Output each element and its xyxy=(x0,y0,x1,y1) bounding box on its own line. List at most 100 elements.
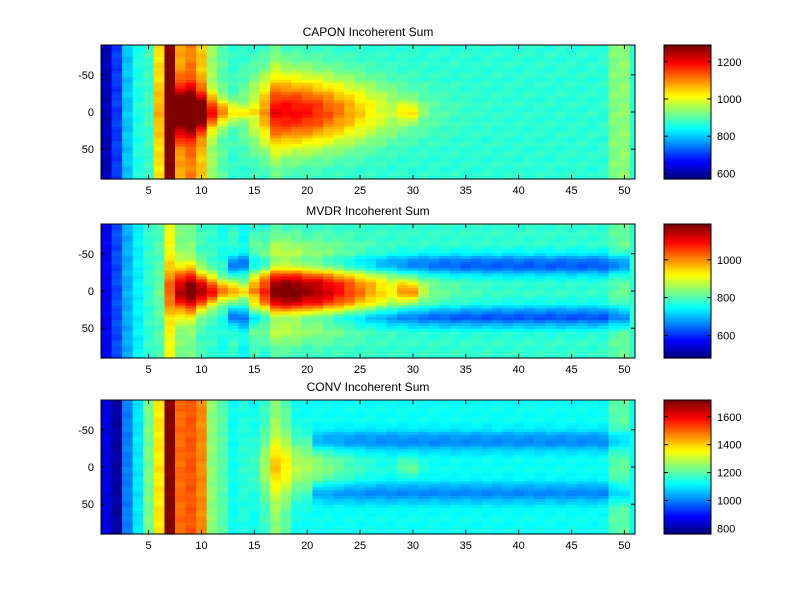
heatmap-cell xyxy=(175,323,187,327)
heatmap-cell xyxy=(523,173,536,177)
heatmap-cell xyxy=(597,100,610,104)
heatmap-cell xyxy=(492,161,504,166)
heatmap-cell xyxy=(101,493,113,497)
heatmap-cell xyxy=(238,264,250,269)
heatmap-cell xyxy=(365,267,377,272)
heatmap-cell xyxy=(217,247,229,251)
heatmap-cell xyxy=(259,47,271,52)
heatmap-cell xyxy=(576,244,589,248)
heatmap-cell xyxy=(566,261,578,266)
heatmap-cell xyxy=(608,343,620,347)
heatmap-cell xyxy=(259,120,271,125)
heatmap-cell xyxy=(227,238,240,243)
heatmap-cell xyxy=(597,288,610,292)
heatmap-cell xyxy=(439,91,451,96)
heatmap-cell xyxy=(566,299,578,304)
heatmap-cell xyxy=(576,232,589,237)
heatmap-cell xyxy=(301,285,314,289)
heatmap-cell xyxy=(555,62,567,66)
heatmap-cell xyxy=(439,138,451,142)
heatmap-cell xyxy=(238,144,250,148)
heatmap-cell xyxy=(291,288,303,292)
heatmap-cell xyxy=(566,129,578,133)
colorbar-swatch xyxy=(664,274,711,277)
heatmap-cell xyxy=(608,53,620,58)
heatmap-cell xyxy=(545,282,557,286)
heatmap-cell xyxy=(101,270,113,275)
heatmap-cell xyxy=(619,325,631,330)
heatmap-cell xyxy=(555,112,567,116)
heatmap-cell xyxy=(196,314,208,318)
heatmap-cell xyxy=(397,149,409,154)
heatmap-cell xyxy=(175,120,187,125)
heatmap-cell xyxy=(555,71,567,75)
heatmap-cell xyxy=(333,85,345,90)
heatmap-cell xyxy=(555,109,567,113)
heatmap-cell xyxy=(566,53,578,58)
heatmap-cell xyxy=(418,71,430,75)
heatmap-cell xyxy=(407,59,419,64)
heatmap-cell xyxy=(270,273,282,278)
heatmap-cell xyxy=(206,250,218,254)
heatmap-cell xyxy=(386,149,398,154)
heatmap-cell xyxy=(238,282,250,286)
heatmap-cell xyxy=(481,138,493,142)
heatmap-cell xyxy=(185,241,197,245)
heatmap-cell xyxy=(344,291,356,295)
heatmap-cell xyxy=(301,314,314,318)
heatmap-cell xyxy=(619,340,631,345)
heatmap-cell xyxy=(523,59,536,64)
heatmap-cell xyxy=(492,258,504,263)
heatmap-cell xyxy=(249,152,261,157)
heatmap-cell xyxy=(439,161,451,166)
heatmap-cell xyxy=(492,77,504,81)
heatmap-cell xyxy=(164,305,176,310)
heatmap-cell xyxy=(619,47,631,52)
heatmap-cell xyxy=(333,224,345,228)
heatmap-cell xyxy=(608,325,620,330)
heatmap-cell xyxy=(449,50,462,55)
heatmap-cell xyxy=(249,241,261,245)
heatmap-cell xyxy=(122,461,134,465)
heatmap-cell xyxy=(597,340,610,345)
heatmap-cell xyxy=(312,164,324,168)
heatmap-cell xyxy=(608,100,620,104)
heatmap-cell xyxy=(545,352,557,356)
heatmap-cell xyxy=(587,264,599,269)
heatmap-cell xyxy=(111,264,123,269)
heatmap-cell xyxy=(101,525,113,529)
heatmap-cell xyxy=(545,235,557,240)
heatmap-cell xyxy=(545,302,557,307)
heatmap-cell xyxy=(291,276,303,280)
heatmap-cell xyxy=(122,247,134,251)
heatmap-cell xyxy=(101,264,113,269)
heatmap-cell xyxy=(449,112,462,116)
heatmap-cell xyxy=(249,91,261,96)
heatmap-cell xyxy=(576,235,589,240)
heatmap-cell xyxy=(608,91,620,96)
heatmap-cell xyxy=(566,91,578,96)
heatmap-cell xyxy=(270,106,282,110)
heatmap-cell xyxy=(217,334,229,339)
colorbar-swatch xyxy=(664,172,711,176)
heatmap-cell xyxy=(175,59,187,64)
heatmap-cell xyxy=(545,256,557,260)
heatmap-cell xyxy=(608,320,620,324)
heatmap-cell xyxy=(407,308,419,312)
heatmap-cell xyxy=(175,311,187,315)
heatmap-cell xyxy=(523,82,536,87)
heatmap-cell xyxy=(270,123,282,128)
heatmap-cell xyxy=(291,144,303,148)
heatmap-cell xyxy=(428,129,440,133)
heatmap-cell xyxy=(587,144,599,148)
heatmap-cell xyxy=(175,261,187,266)
heatmap-cell xyxy=(312,238,324,243)
heatmap-cell xyxy=(206,129,218,133)
heatmap-cell xyxy=(175,56,187,61)
heatmap-cell xyxy=(428,71,440,75)
heatmap-cell xyxy=(418,270,430,275)
heatmap-cell xyxy=(259,65,271,69)
heatmap-cell xyxy=(492,132,504,136)
heatmap-cell xyxy=(545,50,557,55)
heatmap-cell xyxy=(566,106,578,110)
